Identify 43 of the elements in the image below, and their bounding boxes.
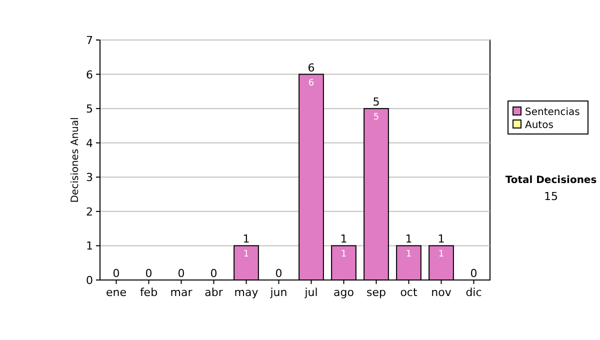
- data-label: 1: [340, 250, 347, 260]
- y-tick-label: 1: [86, 240, 93, 253]
- x-tick-label: mar: [170, 286, 193, 299]
- x-tick-label: jul: [304, 286, 318, 299]
- total-label: 6: [308, 61, 315, 74]
- y-tick-label: 6: [86, 68, 93, 82]
- total-label: 0: [470, 267, 478, 280]
- y-tick-label: 5: [86, 102, 93, 116]
- x-tick-label: oct: [400, 286, 418, 299]
- total-label: 5: [372, 96, 380, 109]
- data-label: 1: [243, 250, 250, 260]
- x-tick-label: abr: [204, 286, 224, 299]
- total-label: 0: [178, 267, 185, 280]
- total-label: 1: [405, 232, 412, 246]
- data-label: 5: [373, 112, 380, 123]
- x-tick-label: feb: [140, 286, 158, 299]
- total-label: 0: [275, 267, 282, 280]
- y-tick-label: 0: [86, 274, 93, 287]
- data-label: 1: [438, 250, 444, 260]
- x-tick-label: sep: [366, 286, 386, 299]
- y-axis-title: Decisiones Anual: [70, 117, 81, 203]
- total-label: 0: [112, 267, 120, 280]
- total-label: 0: [145, 267, 152, 280]
- y-tick-label: 4: [86, 136, 93, 150]
- text: Total Decisiones: [505, 175, 597, 186]
- x-tick-label: ago: [334, 286, 354, 299]
- total-label: 0: [210, 267, 218, 280]
- text: 15: [544, 190, 558, 203]
- x-tick-label: ene: [106, 286, 127, 299]
- data-label: 1: [406, 250, 412, 260]
- total-label: 1: [340, 232, 348, 246]
- x-tick-label: jun: [269, 286, 288, 299]
- x-tick-label: dic: [466, 286, 482, 299]
- legend-label: Sentencias: [525, 107, 580, 118]
- total-label: 1: [438, 232, 445, 246]
- y-tick-label: 2: [86, 205, 93, 218]
- legend-label: Autos: [525, 120, 554, 131]
- total-label: 1: [242, 232, 250, 246]
- data-label: 6: [308, 78, 314, 88]
- y-tick-label: 7: [86, 34, 93, 47]
- x-tick-label: may: [234, 286, 259, 299]
- x-tick-label: nov: [431, 286, 452, 299]
- y-tick-label: 3: [86, 171, 93, 184]
